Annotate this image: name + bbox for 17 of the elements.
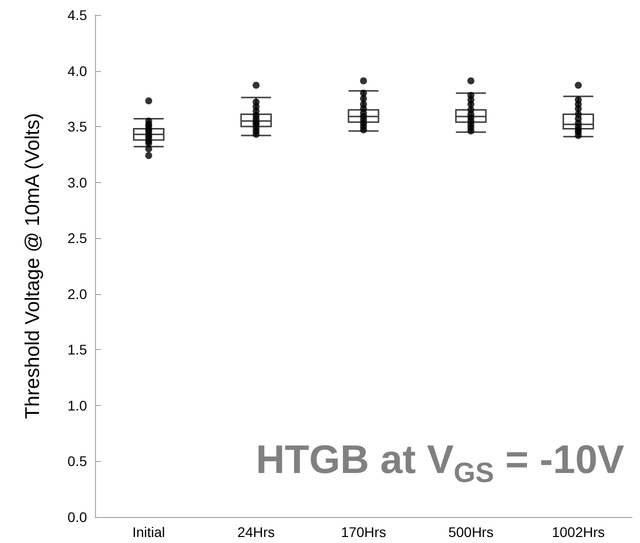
y-tick-label: 2.0 [68, 286, 88, 302]
x-tick-label: Initial [132, 524, 166, 540]
y-axis-title: Threshold Voltage @ 10mA (Volts) [22, 112, 44, 420]
y-tick-label: 1.5 [68, 342, 88, 358]
y-tick-label: 2.5 [68, 230, 88, 246]
y-tick-label: 0.0 [68, 509, 88, 525]
annotation: HTGB at V$_{GS}$ = -10V [254, 438, 626, 489]
y-tick-label: 3.0 [68, 174, 88, 190]
y-tick-label: 1.0 [68, 397, 88, 414]
y-tick-label: 3.5 [68, 118, 88, 135]
x-tick-label: 500Hrs [448, 524, 494, 540]
y-tick-label: 0.5 [68, 453, 88, 470]
x-tick-label: 1002Hrs [552, 524, 605, 540]
y-tick-label: 4.5 [68, 7, 88, 23]
x-tick-label: 170Hrs [340, 524, 386, 540]
y-tick-label: 4.0 [68, 62, 88, 79]
x-tick-label: 24Hrs [237, 524, 275, 540]
